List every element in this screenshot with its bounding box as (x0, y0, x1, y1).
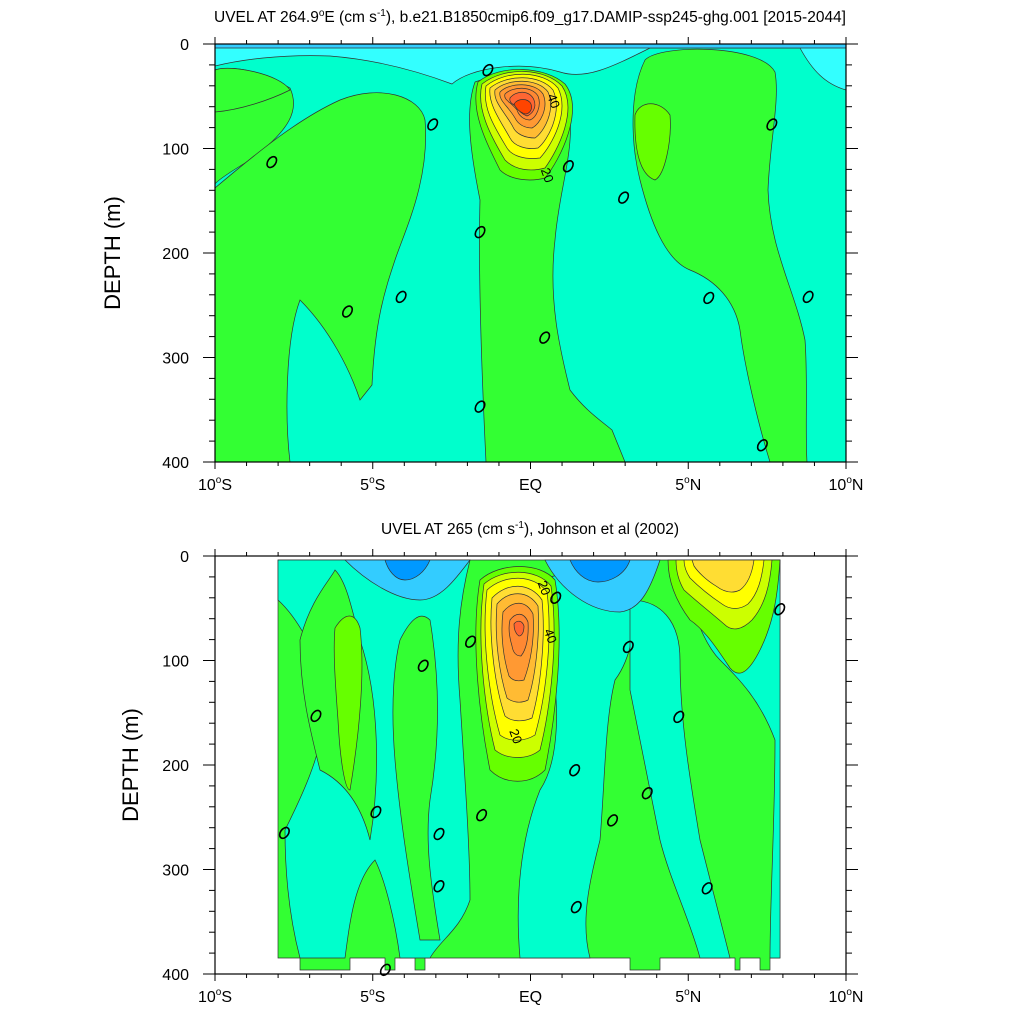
zero-contour-marker (701, 882, 713, 895)
zero-contour-marker (465, 635, 477, 648)
zero-contour-marker (476, 808, 488, 822)
chart-title-2: UVEL AT 265 (cm s-1), Johnson et al (200… (381, 520, 679, 538)
tick-layer-1: 10oS 5oS EQ 5oN 10oN 0 100 200 300 400 (162, 37, 863, 494)
zero-contour-marker (570, 900, 582, 914)
zero-contour-marker (266, 155, 278, 169)
field-blue-top-2c (384, 559, 431, 581)
zero-contour-marker (802, 290, 814, 304)
x-tick-label: EQ (519, 477, 542, 494)
contour-label: 40 (544, 92, 563, 111)
zero-contour-marker (774, 603, 786, 616)
y-axis-label-1: DEPTH (m) (100, 196, 125, 310)
zero-contour-marker (766, 118, 778, 131)
field-jet-55-2 (513, 620, 525, 637)
zero-contour-marker (673, 710, 685, 724)
field-blue-top-2b (544, 559, 661, 613)
y-tick-label: 0 (180, 37, 189, 54)
contour-field-2 (277, 559, 781, 971)
zero-contour-marker (641, 786, 653, 800)
x-tick-label: 5oN (675, 475, 701, 494)
field-jet-50-1 (513, 99, 532, 115)
zero-contour-marker (278, 826, 290, 840)
y-tick-label: 300 (162, 351, 189, 368)
zero-contour-marker (433, 879, 445, 893)
field-green-2c (333, 615, 363, 791)
contour-label: 20 (506, 727, 525, 746)
field-blue-top-2d (569, 559, 631, 583)
zero-contour-marker (569, 764, 581, 777)
zero-contour-marker (550, 591, 562, 605)
x-tick-label: 5oS (360, 987, 385, 1006)
y-axis-label-2: DEPTH (m) (118, 708, 143, 822)
field-west-top-1b (215, 44, 846, 49)
y-tick-label: 200 (162, 758, 189, 775)
x-tick-label: 10oN (829, 987, 864, 1006)
field-green-2b (392, 615, 441, 941)
panel-2: 10oS 5oS EQ 5oN 10oN 0 100 200 300 400 20 40 20 UVE… (118, 520, 863, 1006)
field-blob-1a (215, 67, 291, 113)
x-tick-label: EQ (519, 989, 542, 1006)
y-tick-label: 400 (162, 455, 189, 472)
x-tick-label: 10oS (198, 987, 232, 1006)
x-tick-label: 5oN (675, 987, 701, 1006)
contour-label: 20 (535, 579, 554, 598)
field-east-left-1b (215, 92, 426, 462)
chart-title-1: UVEL AT 264.9oE (cm s-1), b.e21.B1850cmi… (214, 8, 846, 26)
zero-contour-marker (703, 291, 715, 305)
field-west-top-1 (215, 44, 846, 91)
zero-contour-marker (379, 963, 391, 977)
zero-contour-marker (606, 814, 619, 827)
y-tick-label: 200 (162, 246, 189, 263)
field-north-core-2d (691, 559, 755, 593)
zero-contour-marker (482, 63, 494, 77)
zero-contour-marker (562, 160, 574, 173)
contour-field-1 (215, 44, 846, 462)
zero-contour-marker (539, 331, 551, 344)
x-tick-label: 5oS (360, 475, 385, 494)
y-tick-label: 300 (162, 863, 189, 880)
zero-contour-marker (341, 305, 354, 318)
field-blob-1b (634, 103, 671, 181)
y-tick-label: 100 (162, 654, 189, 671)
y-tick-label: 100 (162, 142, 189, 159)
zero-contour-marker (433, 827, 445, 841)
zero-contour-marker (417, 659, 429, 672)
zero-label-layer-2 (278, 591, 786, 977)
zero-contour-marker (474, 225, 486, 239)
field-cyan-2c (629, 599, 731, 959)
tick-layer-2: 10oS 5oS EQ 5oN 10oN 0 100 200 300 400 (162, 549, 863, 1006)
contour-label-layer-2: 20 40 20 (506, 579, 560, 746)
zero-contour-marker (474, 400, 486, 413)
zero-label-layer-1 (266, 63, 814, 452)
zero-contour-marker (622, 640, 634, 654)
y-tick-label: 0 (180, 549, 189, 566)
zero-contour-marker (427, 118, 439, 131)
x-tick-label: 10oN (829, 475, 864, 494)
zero-contour-marker (370, 805, 382, 819)
contour-label-layer-1: 40 20 (538, 92, 563, 185)
zero-contour-marker (756, 439, 768, 452)
y-tick-label: 400 (162, 967, 189, 984)
zero-contour-marker (618, 191, 630, 204)
contour-label: 40 (541, 627, 560, 646)
field-east-right-1 (632, 48, 808, 462)
zero-contour-marker (310, 709, 322, 723)
x-tick-label: 10oS (198, 475, 232, 494)
zero-contour-marker (395, 290, 407, 304)
contour-label: 20 (538, 166, 557, 185)
panel-1: 10oS 5oS EQ 5oN 10oN 0 100 200 300 400 40 20 UVEL … (100, 8, 863, 494)
